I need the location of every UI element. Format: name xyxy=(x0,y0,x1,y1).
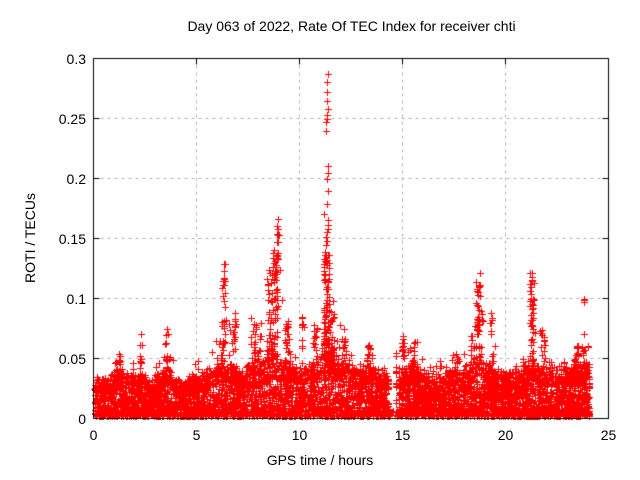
y-tick-label: 0.05 xyxy=(58,350,86,367)
y-tick-label: 0.1 xyxy=(66,290,86,307)
y-tick-label: 0.3 xyxy=(66,50,86,67)
y-tick-label: 0.15 xyxy=(58,230,86,247)
y-tick-label: 0.25 xyxy=(58,110,86,127)
x-tick-label: 5 xyxy=(192,427,201,443)
y-tick-label: 0 xyxy=(78,410,86,427)
x-tick-label: 25 xyxy=(600,427,617,443)
chart-title: Day 063 of 2022, Rate Of TEC Index for r… xyxy=(187,18,516,34)
x-tick-label: 20 xyxy=(497,427,514,443)
x-tick-label: 15 xyxy=(394,427,411,443)
y-tick-label: 0.2 xyxy=(66,170,86,187)
x-tick-label: 0 xyxy=(89,427,98,443)
x-tick-label: 10 xyxy=(291,427,308,443)
x-axis-label: GPS time / hours xyxy=(266,452,374,468)
